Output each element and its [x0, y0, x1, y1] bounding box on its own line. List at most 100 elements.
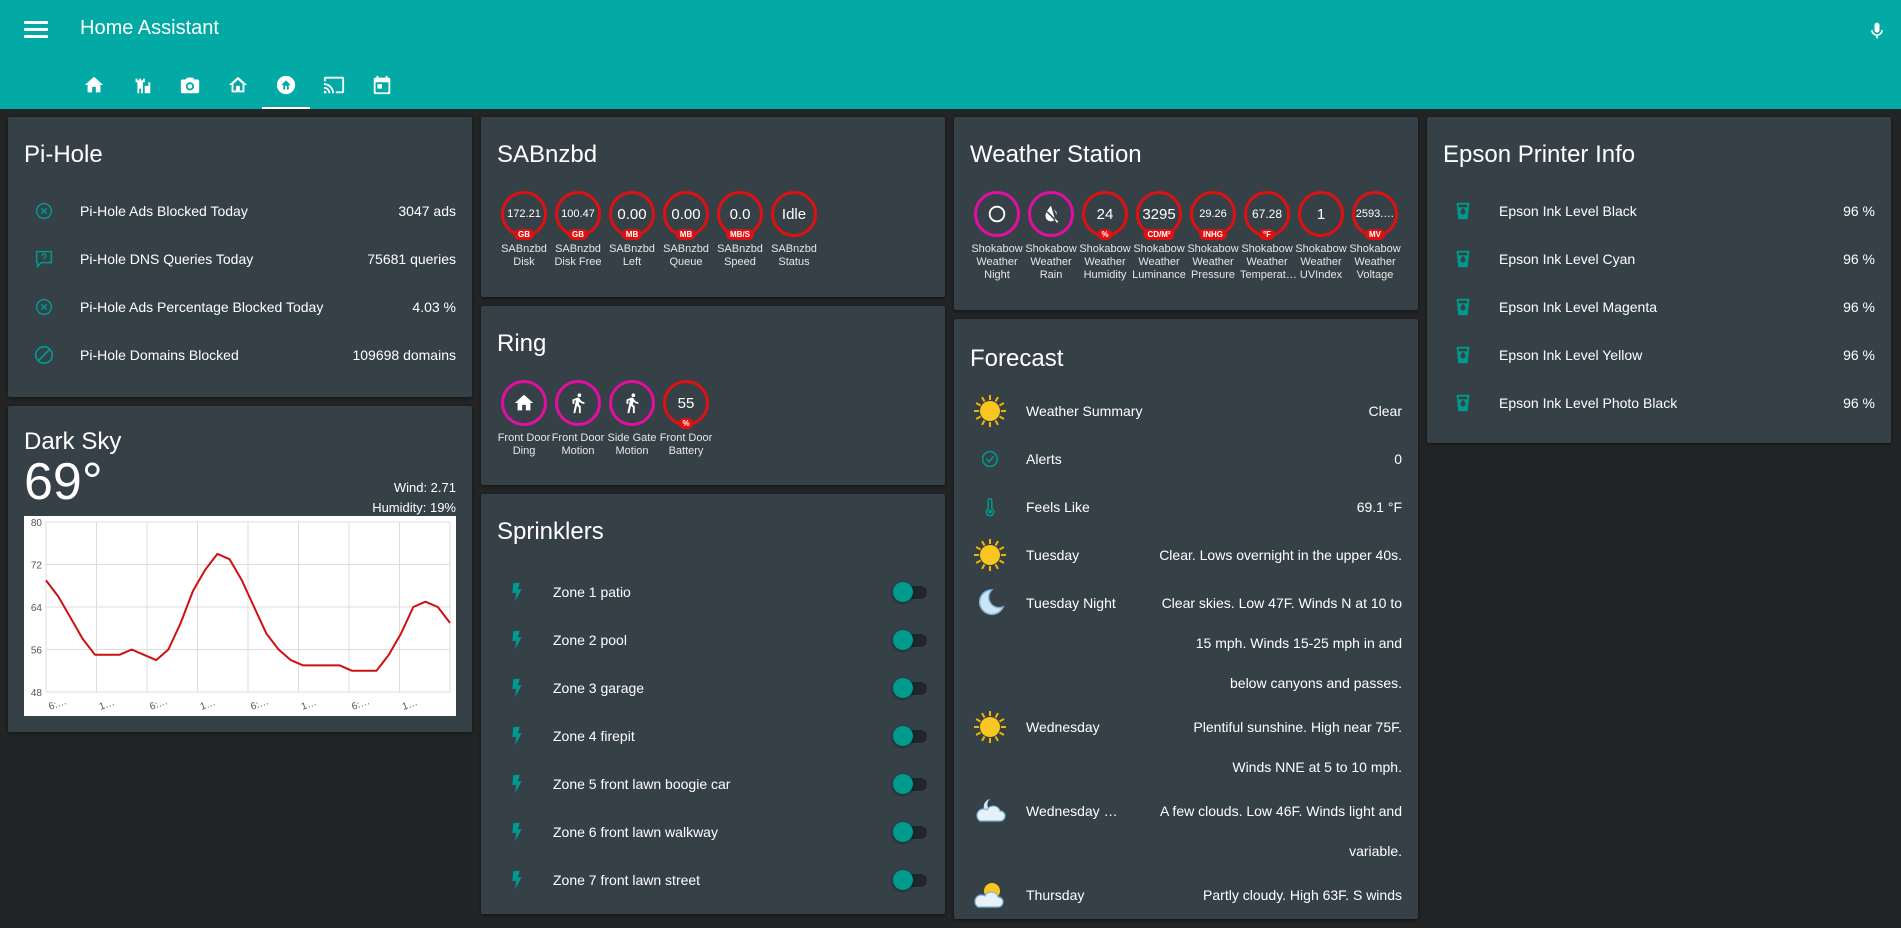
zone-toggle[interactable]: [893, 582, 929, 602]
tab-home[interactable]: [70, 68, 118, 109]
view-tabs: [70, 68, 406, 109]
forecast-row[interactable]: Alerts 0: [954, 435, 1418, 483]
walk-icon: [626, 393, 639, 414]
badge-value: 2593.…: [1355, 208, 1395, 220]
home-outline-icon: [228, 76, 248, 93]
forecast-row[interactable]: Feels Like 69.1 °F: [954, 483, 1418, 531]
sprinkler-zone[interactable]: Zone 4 firepit: [481, 712, 945, 760]
badge-unit: GB: [514, 229, 534, 240]
sensor-badge[interactable]: 100.47 GB SABnzbd Disk Free: [551, 191, 605, 269]
entity-value: 75681 queries: [367, 251, 456, 267]
x-tick-label: 1…: [98, 697, 116, 713]
tab-castle[interactable]: [118, 68, 166, 109]
list-item[interactable]: Pi-Hole DNS Queries Today 75681 queries: [8, 235, 472, 283]
sensor-badge[interactable]: 3295 CD/M² Shokabow Weather Luminance: [1132, 191, 1186, 282]
zone-name: Zone 2 pool: [553, 632, 627, 648]
badge-unit: MB: [675, 229, 697, 240]
flash-icon: [497, 716, 537, 756]
badge-label: SABnzbd Left: [609, 243, 655, 268]
check-circle-icon: [970, 435, 1010, 483]
sprinkler-zone[interactable]: Zone 6 front lawn walkway: [481, 808, 945, 856]
list-item[interactable]: Epson Ink Level Magenta 96 %: [1427, 283, 1891, 331]
zone-toggle[interactable]: [893, 630, 929, 650]
list-item[interactable]: Pi-Hole Ads Blocked Today 3047 ads: [8, 187, 472, 235]
y-tick-label: 80: [31, 518, 43, 529]
entity-name: Pi-Hole Domains Blocked: [80, 347, 239, 363]
badge-label: Shokabow Weather UVIndex: [1295, 243, 1347, 281]
forecast-card: Forecast Weather Summary Clear Alerts 0 Feel…: [954, 319, 1418, 919]
sprinkler-zone[interactable]: Zone 5 front lawn boogie car: [481, 760, 945, 808]
binary-sensor-badge[interactable]: Side Gate Motion: [605, 380, 659, 458]
entity-value: 3047 ads: [398, 203, 456, 219]
binary-sensor-badge[interactable]: Front Door Ding: [497, 380, 551, 458]
tab-cast[interactable]: [310, 68, 358, 109]
forecast-value: Plentiful sunshine. High near 75F. Winds…: [1193, 719, 1402, 775]
sun-icon: [970, 531, 1010, 579]
night-icon: [988, 205, 1006, 223]
card-title: Dark Sky: [24, 428, 122, 455]
entity-value: 96 %: [1843, 347, 1875, 363]
castle-icon: [135, 78, 151, 94]
sensor-badge[interactable]: 67.28 °F Shokabow Weather Temperat…: [1240, 191, 1297, 282]
menu-icon[interactable]: [22, 18, 50, 40]
forecast-name: Tuesday Night: [1026, 595, 1116, 611]
list-item[interactable]: Epson Ink Level Yellow 96 %: [1427, 331, 1891, 379]
tab-calendar[interactable]: [358, 68, 406, 109]
sensor-badge[interactable]: 172.21 GB SABnzbd Disk: [497, 191, 551, 269]
zone-toggle[interactable]: [893, 726, 929, 746]
badge-unit: INHG: [1199, 229, 1227, 240]
badge-value: 1: [1316, 205, 1326, 223]
zone-toggle[interactable]: [893, 822, 929, 842]
list-item[interactable]: Pi-Hole Domains Blocked 109698 domains: [8, 331, 472, 379]
list-item[interactable]: Epson Ink Level Black 96 %: [1427, 187, 1891, 235]
tab-house[interactable]: [214, 68, 262, 109]
forecast-row[interactable]: Tuesday Clear. Lows overnight in the uppe…: [954, 531, 1418, 579]
forecast-value: Clear. Lows overnight in the upper 40s.: [1159, 547, 1402, 563]
sensor-badge[interactable]: 0.00 MB SABnzbd Left: [605, 191, 659, 269]
tab-home-circle[interactable]: [262, 68, 310, 109]
toggle-knob: [893, 582, 913, 602]
sprinkler-zone[interactable]: Zone 3 garage: [481, 664, 945, 712]
toggle-knob: [893, 822, 913, 842]
forecast-row[interactable]: Weather Summary Clear: [954, 387, 1418, 435]
microphone-icon[interactable]: [1867, 18, 1887, 44]
sensor-badge[interactable]: 29.26 INHG Shokabow Weather Pressure: [1186, 191, 1240, 282]
list-item[interactable]: Epson Ink Level Photo Black 96 %: [1427, 379, 1891, 427]
list-item[interactable]: Pi-Hole Ads Percentage Blocked Today 4.0…: [8, 283, 472, 331]
badge-label: Front Door Motion: [551, 432, 605, 457]
darksky-card[interactable]: Dark Sky 69° Wind: 2.71 Humidity: 19% 80…: [8, 406, 472, 732]
sensor-badge[interactable]: 2593.… MV Shokabow Weather Voltage: [1348, 191, 1402, 282]
binary-sensor-badge[interactable]: Front Door Motion: [551, 380, 605, 458]
sensor-badge[interactable]: 1 Shokabow Weather UVIndex: [1294, 191, 1348, 282]
sensor-badge[interactable]: 55% Front Door Battery: [659, 380, 713, 458]
entity-name: Pi-Hole Ads Percentage Blocked Today: [80, 299, 324, 315]
sprinkler-zone[interactable]: Zone 1 patio: [481, 568, 945, 616]
sprinkler-zone[interactable]: Zone 7 front lawn street: [481, 856, 945, 904]
forecast-row[interactable]: Thursday Partly cloudy. High 63F. S winds…: [954, 871, 1418, 919]
forecast-row[interactable]: Wednesday … A few clouds. Low 46F. Winds …: [954, 787, 1418, 871]
badge-label: Front Door Battery: [659, 432, 713, 457]
sprinkler-zone[interactable]: Zone 2 pool: [481, 616, 945, 664]
close-circle-icon: [24, 191, 64, 231]
list-item[interactable]: Epson Ink Level Cyan 96 %: [1427, 235, 1891, 283]
zone-toggle[interactable]: [893, 870, 929, 890]
badge-circle: 1: [1298, 191, 1344, 237]
badge-circle: 0.00 MB: [663, 191, 709, 240]
sensor-badge[interactable]: 0.00 MB SABnzbd Queue: [659, 191, 713, 269]
walk-icon: [572, 393, 585, 414]
badge-value: 29.26: [1199, 208, 1227, 220]
entity-name: Epson Ink Level Cyan: [1499, 251, 1636, 267]
tab-camera[interactable]: [166, 68, 214, 109]
forecast-row[interactable]: Tuesday Night Clear skies. Low 47F. Winds…: [954, 579, 1418, 703]
sensor-badge[interactable]: 24% Shokabow Weather Humidity: [1078, 191, 1132, 282]
badge-circle: 172.21 GB: [501, 191, 547, 240]
forecast-row[interactable]: Wednesday Plentiful sunshine. High near 7…: [954, 703, 1418, 787]
zone-toggle[interactable]: [893, 774, 929, 794]
zone-toggle[interactable]: [893, 678, 929, 698]
binary-sensor-badge[interactable]: Shokabow Weather Rain: [1024, 191, 1078, 282]
sensor-badge[interactable]: Idle SABnzbd Status: [767, 191, 821, 269]
binary-sensor-badge[interactable]: Shokabow Weather Night: [970, 191, 1024, 282]
sensor-badge[interactable]: 0.0 MB/S SABnzbd Speed: [713, 191, 767, 269]
badge-unit: MV: [1365, 229, 1385, 240]
